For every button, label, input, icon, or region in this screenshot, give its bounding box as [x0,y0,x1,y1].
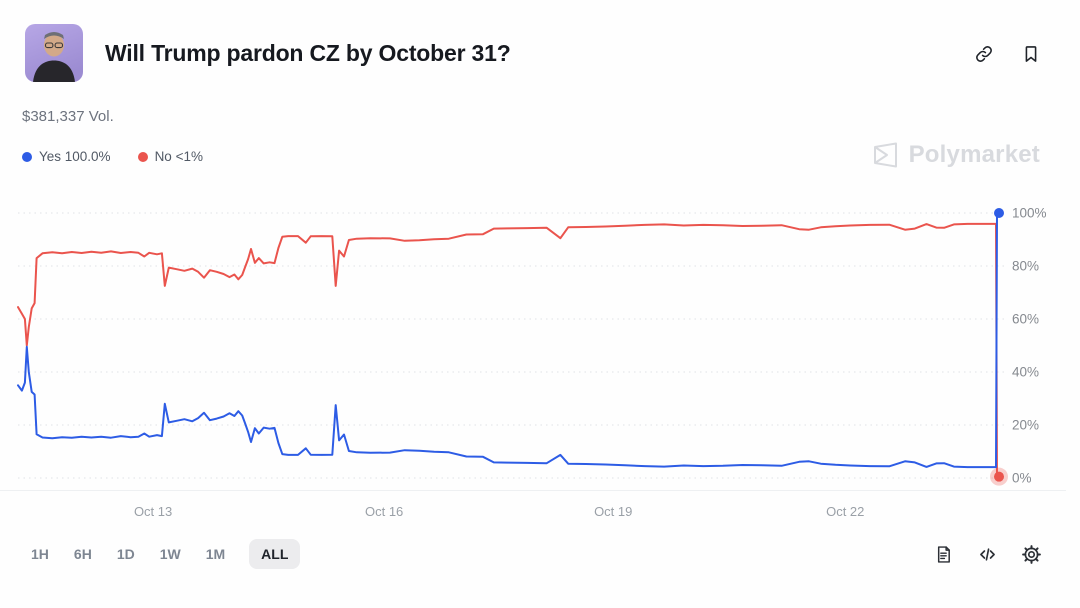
bookmark-icon[interactable] [1021,44,1041,64]
y-axis-label: 60% [1012,311,1040,327]
news-doc-icon[interactable] [933,544,954,565]
legend-dot [137,151,148,162]
embed-code-icon[interactable] [977,544,998,565]
series-line-yes [17,212,998,469]
x-axis-label: Oct 16 [364,504,404,519]
series-line-no [17,222,998,478]
timeframe-button-1d[interactable]: 1D [116,539,136,569]
price-chart[interactable]: 100% 80% 60% 40% 20% 0% [0,198,1080,498]
market-title: Will Trump pardon CZ by October 31? [105,39,511,66]
timeframe-button-1w[interactable]: 1W [159,539,182,569]
timeframe-button-1h[interactable]: 1H [30,539,50,569]
end-marker-no [994,471,1004,482]
avatar-illustration [25,24,83,82]
legend-label: No <1% [154,149,203,164]
legend-label: Yes 100.0% [39,149,111,164]
x-axis-label: Oct 13 [133,504,173,519]
header-actions [974,44,1041,64]
market-avatar [25,24,83,82]
volume-label: $381,337 Vol. [22,108,114,125]
timeframe-button-6h[interactable]: 6H [73,539,93,569]
x-axis-label: Oct 22 [826,504,865,519]
timeframe-selector: 1H 6H 1D 1W 1M ALL [30,539,301,569]
x-axis: Oct 13 Oct 16 Oct 19 Oct 22 [0,490,1066,524]
polymarket-watermark: Polymarket [870,140,1040,170]
y-axis-label: 0% [1012,470,1032,486]
settings-gear-icon[interactable] [1021,544,1042,565]
chart-legend: Yes 100.0% No <1% [22,149,203,164]
y-axis-label: 100% [1012,205,1047,221]
legend-item-yes: Yes 100.0% [22,149,111,164]
market-header: Will Trump pardon CZ by October 31? [25,24,511,82]
y-axis-label: 40% [1012,364,1040,380]
polymarket-wordmark: Polymarket [908,141,1040,168]
legend-dot [22,151,32,162]
legend-item-no: No <1% [137,149,203,164]
y-axis-label: 20% [1012,417,1040,433]
x-axis-label: Oct 19 [594,504,633,519]
end-marker-yes [994,208,1004,218]
timeframe-button-1m[interactable]: 1M [205,539,226,569]
polymarket-logo-icon [873,142,897,168]
price-chart-svg[interactable] [0,198,1080,498]
timeframe-button-all[interactable]: ALL [249,539,301,569]
footer-actions [933,544,1042,565]
copy-link-icon[interactable] [974,44,994,64]
y-axis-label: 80% [1012,258,1040,274]
